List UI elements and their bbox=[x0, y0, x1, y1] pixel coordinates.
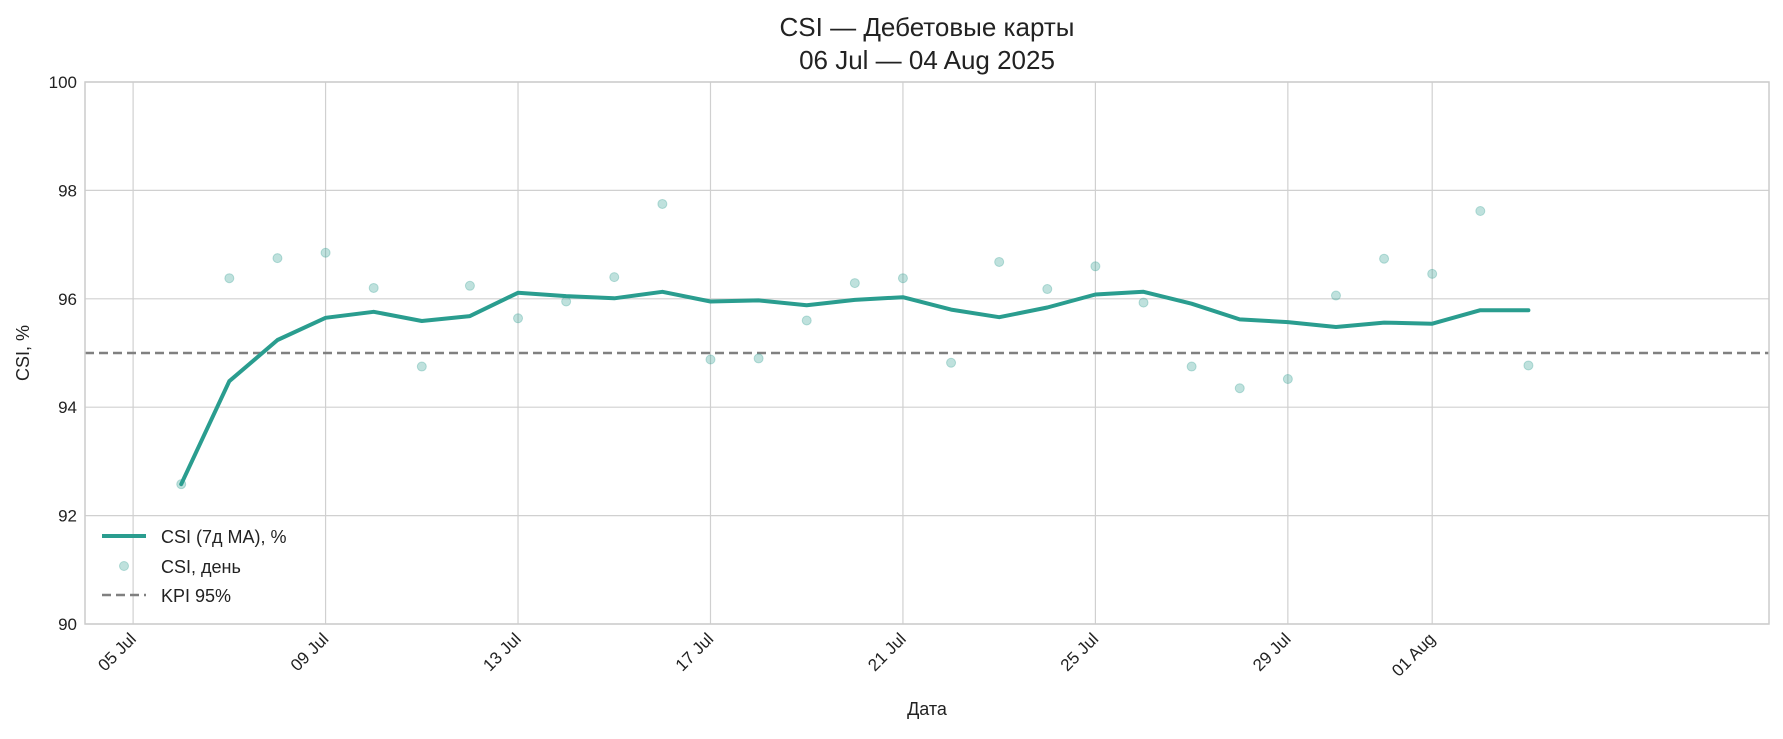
daily-point bbox=[801, 315, 812, 326]
legend-kpi-label: KPI 95% bbox=[161, 586, 231, 606]
daily-point bbox=[561, 296, 572, 307]
daily-point bbox=[705, 354, 716, 365]
daily-point bbox=[609, 272, 620, 283]
daily-point bbox=[1330, 290, 1341, 301]
x-tick-label: 29 Jul bbox=[1249, 629, 1295, 675]
daily-point bbox=[224, 273, 235, 284]
daily-point bbox=[1234, 383, 1245, 394]
y-axis-label: CSI, % bbox=[13, 325, 33, 381]
daily-point bbox=[416, 361, 427, 372]
plot-frame bbox=[84, 81, 1770, 625]
daily-point bbox=[897, 273, 908, 284]
daily-point bbox=[1090, 261, 1101, 272]
y-tick-label: 90 bbox=[58, 615, 77, 634]
y-tick-label: 92 bbox=[58, 507, 77, 526]
daily-point bbox=[1042, 284, 1053, 295]
x-tick-label: 13 Jul bbox=[479, 629, 525, 675]
legend-ma-label: CSI (7д MA), % bbox=[161, 527, 287, 547]
x-axis-label: Дата bbox=[907, 699, 948, 719]
daily-point bbox=[1186, 361, 1197, 372]
daily-point bbox=[513, 313, 524, 324]
x-tick-label: 21 Jul bbox=[864, 629, 910, 675]
x-tick-label: 05 Jul bbox=[94, 629, 140, 675]
x-tick-label: 01 Aug bbox=[1388, 629, 1439, 680]
daily-point bbox=[1138, 297, 1149, 308]
y-tick-label: 98 bbox=[58, 181, 77, 200]
daily-point bbox=[272, 253, 283, 264]
daily-point bbox=[1282, 374, 1293, 385]
x-tick-label: 09 Jul bbox=[287, 629, 333, 675]
y-tick-label: 94 bbox=[58, 398, 77, 417]
y-tick-label: 96 bbox=[58, 290, 77, 309]
daily-point bbox=[320, 247, 331, 258]
series-layer bbox=[176, 198, 1534, 490]
daily-point bbox=[849, 278, 860, 289]
x-tick-label: 25 Jul bbox=[1057, 629, 1103, 675]
daily-point bbox=[1475, 205, 1486, 216]
daily-point bbox=[464, 280, 475, 291]
legend-daily-swatch bbox=[119, 561, 129, 571]
daily-point bbox=[994, 256, 1005, 267]
ma-line bbox=[179, 289, 1531, 487]
daily-point bbox=[753, 353, 764, 364]
daily-point bbox=[946, 357, 957, 368]
daily-point bbox=[1379, 253, 1390, 264]
tick-labels: 90 92 94 96 98 100 05 Jul 09 Jul 13 Jul 17 Jul 21 … bbox=[49, 73, 1439, 680]
y-tick-label: 100 bbox=[49, 73, 77, 92]
legend-daily-label: CSI, день bbox=[161, 557, 241, 577]
daily-point bbox=[1427, 268, 1438, 279]
daily-point bbox=[657, 198, 668, 209]
daily-point bbox=[368, 282, 379, 293]
legend: CSI (7д MA), % CSI, день KPI 95% bbox=[102, 527, 287, 606]
x-tick-label: 17 Jul bbox=[672, 629, 718, 675]
daily-point bbox=[1523, 360, 1534, 371]
chart-title: CSI — Дебетовые карты bbox=[780, 12, 1075, 42]
chart-subtitle: 06 Jul — 04 Aug 2025 bbox=[799, 45, 1055, 75]
